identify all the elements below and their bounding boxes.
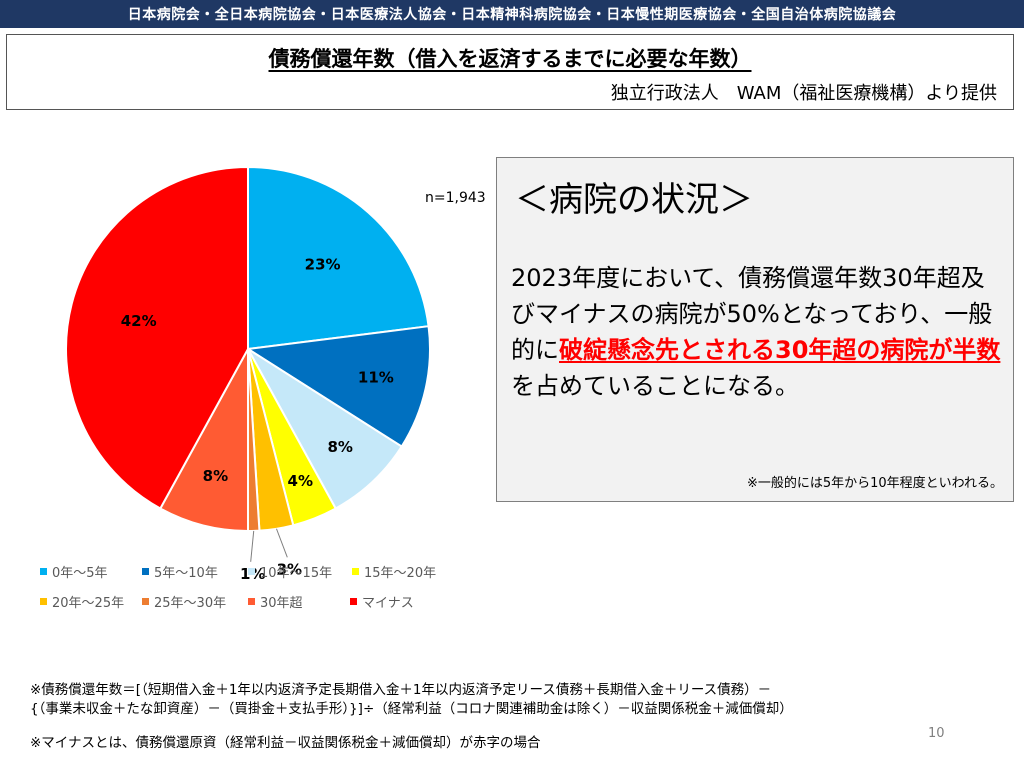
pie-leader-line-5 — [250, 530, 255, 562]
status-text-part1: 2023年度において、債務償還年数30年超及びマイナスの病院が50%となっており… — [511, 264, 993, 364]
status-text-part2: を占めていることになる。 — [511, 372, 799, 400]
hospital-status-box: ＜病院の状況＞ 2023年度において、債務償還年数30年超及びマイナスの病院が5… — [496, 157, 1014, 502]
pie-data-label-7: 42% — [121, 312, 157, 330]
minus-footnote: ※マイナスとは、債務償還原資（経常利益－収益関係税金＋減価償却）が赤字の場合 — [30, 735, 541, 751]
legend-label-2: 10年～15年 — [260, 566, 333, 581]
legend-label-7: マイナス — [362, 596, 414, 611]
legend-item-1: 5年～10年 — [142, 562, 218, 581]
legend-swatch-5 — [142, 598, 149, 605]
organizations-banner: 日本病院会・全日本病院協会・日本医療法人協会・日本精神科病院協会・日本慢性期医療… — [0, 0, 1024, 28]
legend-label-0: 0年～5年 — [52, 566, 108, 581]
legend-swatch-7 — [350, 598, 357, 605]
debt-repayment-pie-chart: 23%11%8%4%3%1%8%42% — [65, 165, 431, 583]
pie-slice-1 — [245, 325, 431, 448]
pie-slice-2 — [247, 348, 404, 510]
pie-data-label-2: 8% — [327, 438, 352, 456]
pie-slice-6 — [158, 348, 249, 533]
legend-label-3: 15年～20年 — [364, 566, 437, 581]
legend-label-6: 30年超 — [260, 596, 303, 611]
legend-item-7: マイナス — [350, 592, 414, 611]
legend-item-2: 10年～15年 — [248, 562, 332, 581]
status-highlight: 破綻懸念先とされる30年超の病院が半数 — [559, 336, 1001, 364]
legend-item-4: 20年～25年 — [40, 592, 124, 611]
legend-swatch-6 — [248, 598, 255, 605]
legend-swatch-1 — [142, 568, 149, 575]
status-body: 2023年度において、債務償還年数30年超及びマイナスの病院が50%となっており… — [511, 260, 1003, 404]
pie-data-label-4: 3% — [277, 560, 302, 578]
legend-label-1: 5年～10年 — [154, 566, 218, 581]
pie-data-label-0: 23% — [305, 255, 341, 273]
page-title: 債務償還年数（借入を返済するまでに必要な年数） — [268, 47, 752, 71]
legend-label-5: 25年～30年 — [154, 596, 227, 611]
legend-label-4: 20年～25年 — [52, 596, 125, 611]
legend-swatch-4 — [40, 598, 47, 605]
pie-slice-7 — [65, 165, 249, 510]
legend-swatch-3 — [352, 568, 359, 575]
legend-swatch-2 — [248, 568, 255, 575]
status-note: ※一般的には5年から10年程度といわれる。 — [746, 476, 1003, 491]
legend-item-3: 15年～20年 — [352, 562, 436, 581]
formula-footnote-line1: ※債務償還年数＝[（短期借入金＋1年以内返済予定長期借入金＋1年以内返済予定リー… — [30, 682, 772, 698]
pie-data-label-3: 4% — [288, 472, 313, 490]
sample-size-label: n=1,943 — [425, 190, 486, 206]
legend-item-6: 30年超 — [248, 592, 303, 611]
pie-data-label-1: 11% — [358, 369, 394, 387]
status-heading: ＜病院の状況＞ — [515, 180, 753, 220]
legend-item-5: 25年～30年 — [142, 592, 226, 611]
formula-footnote-line2: {（事業未収金＋たな卸資産）－（買掛金＋支払手形）}]÷（経常利益（コロナ関連補… — [30, 701, 793, 717]
pie-slice-0 — [247, 165, 430, 351]
page-number: 10 — [928, 726, 945, 741]
legend-item-0: 0年～5年 — [40, 562, 108, 581]
pie-leader-line-4 — [276, 528, 288, 558]
data-source: 独立行政法人 WAM（福祉医療機構）より提供 — [610, 83, 997, 104]
pie-data-label-6: 8% — [203, 467, 228, 485]
legend-swatch-0 — [40, 568, 47, 575]
title-box: 債務償還年数（借入を返済するまでに必要な年数） 独立行政法人 WAM（福祉医療機… — [6, 34, 1014, 110]
